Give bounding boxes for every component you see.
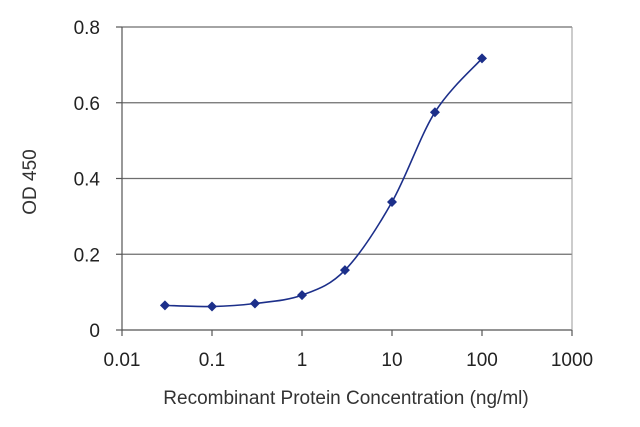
x-tick-label: 0.01 [104, 350, 141, 371]
data-point [477, 53, 487, 64]
x-tick-label: 0.1 [199, 350, 225, 371]
data-point [249, 298, 260, 309]
tick-labels: 0 0.2 0.4 0.6 0.8 0.01 0.1 1 10 100 1000 [74, 18, 594, 371]
axes [116, 26, 573, 336]
x-tick-label: 1000 [551, 350, 593, 371]
x-tick-label: 10 [381, 350, 402, 371]
y-tick-label: 0.6 [74, 94, 100, 115]
x-axis-title: Recombinant Protein Concentration (ng/ml… [163, 388, 528, 409]
data-point [207, 301, 217, 312]
y-tick-label: 0.2 [74, 245, 100, 266]
y-axis-title: OD 450 [20, 149, 41, 214]
data-point [339, 265, 350, 276]
gridlines [122, 26, 572, 255]
y-tick-label: 0.8 [74, 18, 100, 39]
fit-curve-layer [164, 57, 483, 308]
data-points [159, 53, 487, 312]
data-point [297, 290, 307, 301]
x-tick-label: 1 [297, 350, 308, 371]
data-point [159, 300, 170, 311]
data-point [387, 196, 397, 207]
data-point [429, 107, 440, 118]
y-tick-label: 0.4 [74, 170, 101, 191]
x-tick-label: 100 [466, 350, 498, 371]
fit-curve [164, 57, 483, 308]
y-tick-label: 0 [89, 321, 100, 342]
